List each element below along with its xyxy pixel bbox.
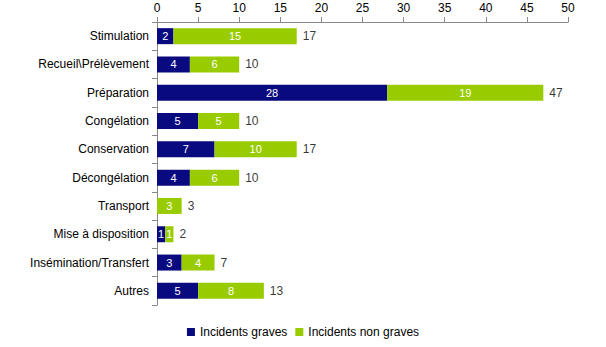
svg-text:Décongélation: Décongélation: [72, 171, 149, 185]
svg-text:Autres: Autres: [114, 284, 149, 298]
svg-text:5: 5: [216, 115, 222, 127]
svg-text:7: 7: [183, 143, 189, 155]
svg-text:8: 8: [228, 285, 234, 297]
svg-text:50: 50: [561, 1, 575, 15]
svg-text:Insémination/Transfert: Insémination/Transfert: [30, 256, 150, 270]
svg-text:Préparation: Préparation: [87, 86, 149, 100]
svg-text:17: 17: [303, 142, 317, 156]
svg-text:10: 10: [245, 171, 259, 185]
svg-text:0: 0: [154, 1, 161, 15]
svg-text:10: 10: [250, 143, 262, 155]
svg-text:Conservation: Conservation: [78, 142, 149, 156]
svg-text:28: 28: [266, 87, 278, 99]
svg-text:7: 7: [221, 256, 228, 270]
svg-text:40: 40: [479, 1, 493, 15]
svg-text:15: 15: [274, 1, 288, 15]
svg-text:5: 5: [195, 1, 202, 15]
svg-text:5: 5: [174, 285, 180, 297]
svg-text:Recueil\Prélèvement: Recueil\Prélèvement: [38, 57, 149, 71]
svg-text:10: 10: [245, 57, 259, 71]
svg-text:1: 1: [158, 228, 164, 240]
svg-text:10: 10: [233, 1, 247, 15]
svg-text:Mise à disposition: Mise à disposition: [54, 227, 149, 241]
svg-text:25: 25: [356, 1, 370, 15]
svg-text:6: 6: [211, 58, 217, 70]
svg-text:19: 19: [459, 87, 471, 99]
svg-text:Transport: Transport: [98, 199, 150, 213]
svg-text:13: 13: [270, 284, 284, 298]
svg-text:20: 20: [315, 1, 329, 15]
svg-text:3: 3: [166, 200, 172, 212]
svg-text:30: 30: [397, 1, 411, 15]
svg-text:4: 4: [195, 257, 201, 269]
svg-text:10: 10: [245, 114, 259, 128]
svg-text:4: 4: [170, 58, 176, 70]
svg-text:Stimulation: Stimulation: [90, 29, 149, 43]
svg-text:6: 6: [211, 172, 217, 184]
svg-text:35: 35: [438, 1, 452, 15]
svg-text:15: 15: [229, 30, 241, 42]
svg-text:5: 5: [174, 115, 180, 127]
svg-text:2: 2: [162, 30, 168, 42]
svg-text:17: 17: [303, 29, 317, 43]
svg-text:2: 2: [179, 227, 186, 241]
svg-text:Incidents non graves: Incidents non graves: [308, 325, 419, 339]
svg-text:1: 1: [166, 228, 172, 240]
svg-text:3: 3: [166, 257, 172, 269]
svg-text:Congélation: Congélation: [85, 114, 149, 128]
svg-text:47: 47: [549, 86, 563, 100]
svg-text:Incidents graves: Incidents graves: [200, 325, 287, 339]
svg-text:45: 45: [520, 1, 534, 15]
svg-text:3: 3: [188, 199, 195, 213]
svg-text:4: 4: [170, 172, 176, 184]
